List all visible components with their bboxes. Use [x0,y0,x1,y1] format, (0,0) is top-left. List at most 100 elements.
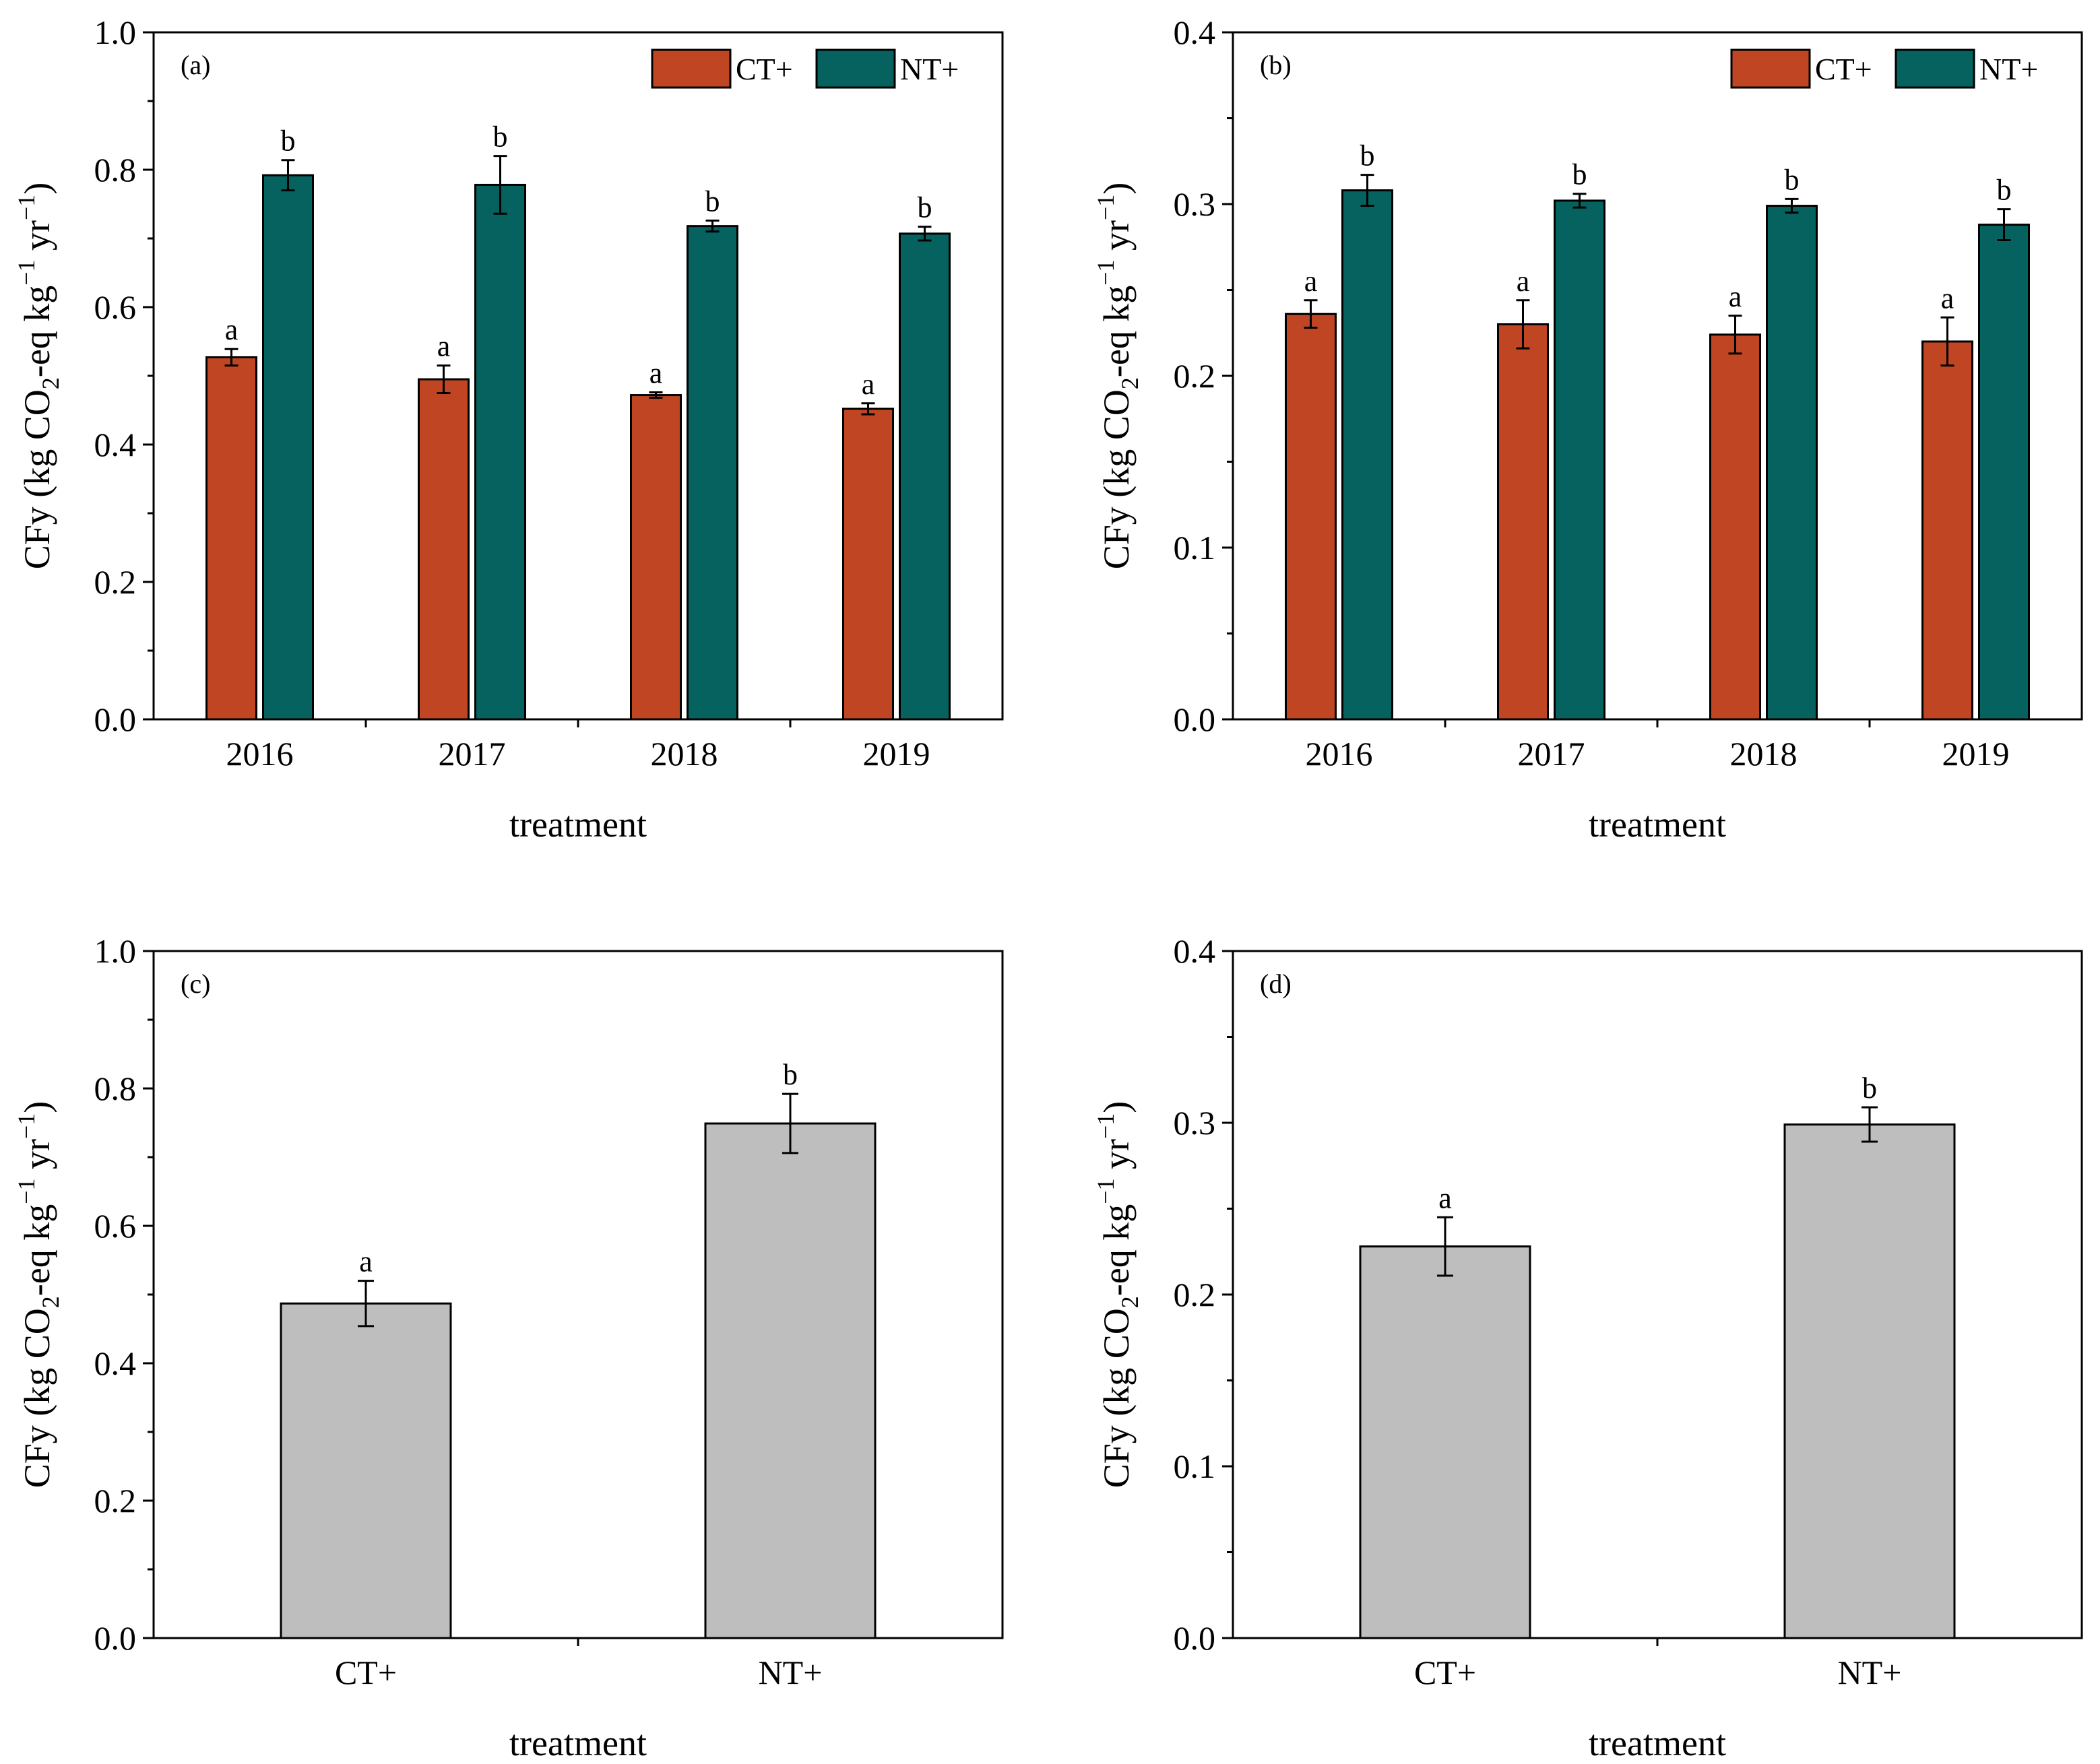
error-bar [1785,197,1799,214]
y-axis-title-subscript: 2 [37,377,64,389]
legend-label: CT+ [1815,52,1872,86]
x-tick-label: NT+ [1838,1654,1902,1691]
bar-ctplus-2018 [1709,333,1761,721]
significance-letter: a [1438,1181,1452,1214]
bar-ctplus-2019 [1921,340,1973,721]
y-tick-label: 0.8 [94,1070,137,1107]
error-bar [1304,299,1318,329]
y-axis-title-part: -eq kg [1096,286,1137,377]
y-tick-label: 0.4 [1174,13,1216,51]
legend-swatch-ctplus [1730,48,1811,89]
x-axis-title: treatment [1589,804,1726,845]
error-bar [782,1092,798,1154]
y-tick-label: 0.4 [1174,932,1216,970]
y-axis-title-superscript: −1 [13,195,40,220]
bar-mean-ntplus [1783,1123,1956,1639]
significance-letter: a [1304,265,1318,298]
significance-letter: b [783,1058,798,1091]
y-axis-title-part: yr [17,220,57,260]
y-tick-label: 0.4 [94,426,137,463]
significance-letter: b [1360,139,1375,172]
bar-ntplus-2018 [687,225,738,721]
x-tick-label: 2016 [1306,735,1373,773]
significance-letter: b [918,191,932,224]
error-bar [861,402,875,416]
x-tick-label: 2016 [226,735,294,773]
x-tick-label: CT+ [335,1654,397,1691]
error-bar [1516,299,1530,350]
y-axis-title-part: ) [17,183,57,195]
significance-letter: a [862,368,875,401]
significance-letter: a [649,356,663,389]
y-axis-title: CFy (kg CO2-eq kg−1 yr−1) [13,1101,64,1489]
panel-d: 0.0 0.1 0.2 0.3 0.4 CT+ NT+ a b (d) treatment CFy (… [1092,932,2083,1763]
bar-ntplus-2016 [262,174,314,721]
significance-letter: a [1941,282,1954,315]
significance-letter: b [705,185,720,218]
significance-letter: b [493,121,508,154]
y-axis-title-part: CFy (kg CO [17,1308,57,1488]
y-axis-title: CFy (kg CO2-eq kg−1 yr−1) [13,183,64,570]
y-axis-title-subscript: 2 [1116,1296,1143,1308]
x-tick-label: NT+ [759,1654,823,1691]
significance-letter: a [225,313,238,346]
error-bar [1997,208,2011,242]
y-axis-title-part: yr [17,1139,57,1179]
y-axis-title-part: ) [1096,183,1137,195]
error-bar [649,391,663,399]
significance-letter: b [1997,174,2012,207]
legend-label: NT+ [900,52,959,86]
error-bar [918,226,932,242]
y-axis-title-superscript: −1 [13,259,40,285]
legend-label: CT+ [736,52,793,86]
bar-ntplus-2017 [474,183,526,721]
error-bar [705,219,720,233]
y-axis-title-part: ) [1096,1101,1137,1113]
y-axis-title-part: -eq kg [1096,1204,1137,1296]
x-tick-label: 2018 [651,735,718,773]
bar-ntplus-2018 [1766,205,1818,721]
bar-mean-ntplus [704,1122,877,1639]
y-tick-label: 0.6 [94,1207,137,1245]
panel-label: (b) [1260,50,1292,80]
x-tick-label: 2019 [1942,735,2010,773]
y-tick-label: 0.3 [1174,1104,1216,1142]
y-axis-title: CFy (kg CO2-eq kg−1 yr−1) [1092,1101,1143,1489]
panel-c: 0.0 0.2 0.4 0.6 0.8 1.0 CT+ NT+ a b (c) treatment CF… [13,932,1004,1763]
significance-letter: a [437,330,451,363]
error-bar [1572,193,1587,209]
y-tick-label: 1.0 [94,932,137,970]
y-axis-title-superscript: −1 [13,1113,40,1139]
panel-a: 0.0 0.2 0.4 0.6 0.8 1.0 2016 2017 2018 2019 a a a a b b… [13,13,1004,845]
panel-b: 0.0 0.1 0.2 0.3 0.4 2016 2017 2018 2019 a a a a b b b b (… [1092,13,2083,845]
significance-letter: b [281,125,296,158]
panel-label: (c) [181,969,210,999]
significance-letter: a [1729,280,1742,313]
legend: CT+ NT+ [1730,48,2038,89]
error-bar [493,155,507,215]
y-tick-label: 0.1 [1174,529,1216,566]
error-bar [1862,1106,1878,1143]
y-axis-title-part: yr [1096,220,1137,260]
significance-letter: b [1785,163,1800,196]
error-bar [437,364,451,394]
legend-swatch-ntplus [815,48,896,89]
panel-label: (d) [1260,969,1292,999]
legend-swatch-ntplus [1895,48,1975,89]
y-axis-title-subscript: 2 [1116,377,1143,389]
bar-mean-ctplus [1359,1245,1531,1639]
y-tick-label: 0.2 [94,563,137,601]
significance-letter: b [1572,158,1587,191]
y-axis-title-part: yr [1096,1139,1137,1179]
legend-label: NT+ [1979,52,2038,86]
panel-label: (a) [181,50,210,80]
bar-ctplus-2017 [1497,323,1549,721]
bar-mean-ctplus [280,1302,452,1639]
x-tick-label: 2017 [1518,735,1585,773]
y-tick-label: 0.1 [1174,1447,1216,1485]
x-tick-label: CT+ [1414,1654,1476,1691]
bar-ntplus-2019 [899,232,951,721]
x-tick-label: 2017 [439,735,506,773]
x-axis-title: treatment [509,1723,647,1763]
